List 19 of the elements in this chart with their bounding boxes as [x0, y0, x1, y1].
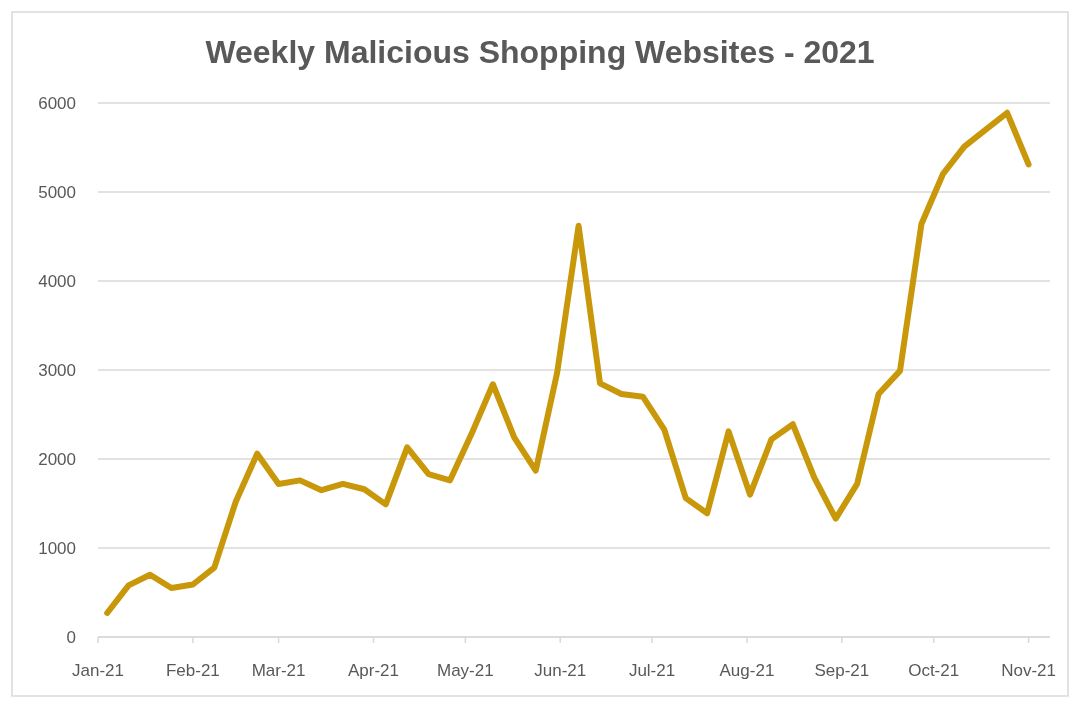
- y-tick-label: 3000: [38, 361, 76, 380]
- chart-title: Weekly Malicious Shopping Websites - 2021: [205, 34, 875, 70]
- y-tick-label: 6000: [38, 94, 76, 113]
- y-tick-label: 0: [66, 628, 76, 647]
- x-tick-label: May-21: [436, 661, 494, 680]
- x-tick-label: Jun-21: [534, 661, 587, 680]
- x-tick-label: Jan-21: [72, 661, 124, 680]
- x-tick-label: Sep-21: [814, 661, 870, 680]
- x-tick-label: Nov-21: [1001, 661, 1056, 680]
- x-tick-label: Mar-21: [251, 661, 306, 680]
- y-tick-label: 2000: [38, 450, 76, 469]
- x-tick-label: Aug-21: [719, 661, 775, 680]
- x-tick-label: Jul-21: [628, 661, 676, 680]
- y-tick-label: 5000: [38, 183, 76, 202]
- y-tick-label: 1000: [38, 539, 76, 558]
- x-tick-label: Oct-21: [908, 661, 960, 680]
- x-tick-label: Feb-21: [165, 661, 220, 680]
- x-tick-label: Apr-21: [347, 661, 400, 680]
- y-tick-label: 4000: [38, 272, 76, 291]
